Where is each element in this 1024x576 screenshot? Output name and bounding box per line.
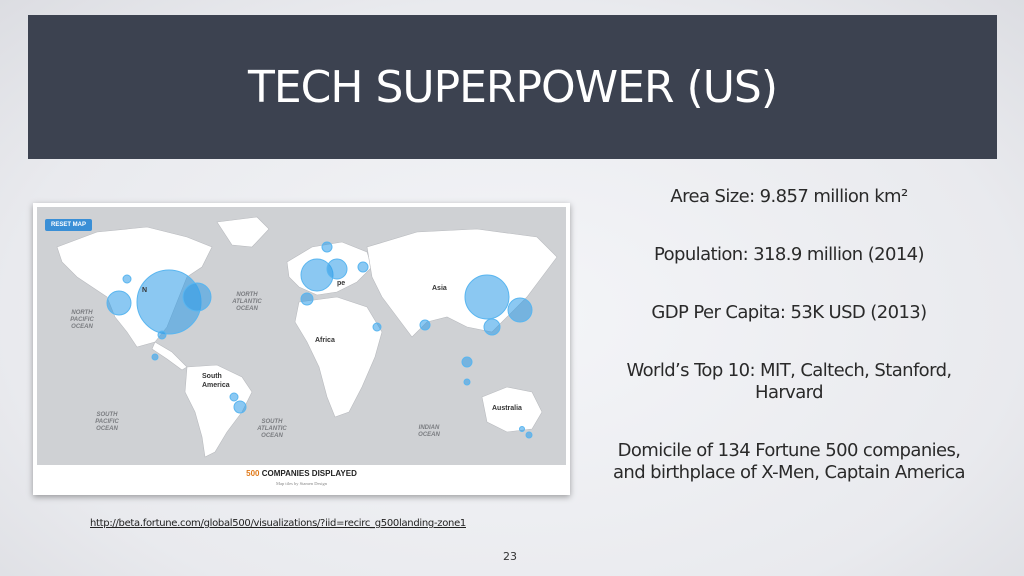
marker-middle-east (372, 322, 382, 332)
marker-china-south (483, 318, 501, 336)
fact-gdp: GDP Per Capita: 53K USD (2013) (651, 302, 927, 323)
continent-label-asia: Asia (432, 285, 447, 292)
companies-count: 500 (246, 469, 260, 478)
marker-indonesia (463, 378, 471, 386)
africa-land (294, 296, 383, 418)
fact-population: Population: 318.9 million (2014) (654, 244, 925, 265)
companies-label: COMPANIES DISPLAYED (259, 469, 357, 478)
slide-title: TECH SUPERPOWER (US) (247, 61, 778, 113)
south-america-land (184, 364, 253, 458)
ocean-label-south-pacific: SOUTH PACIFIC OCEAN (95, 412, 119, 432)
fact-fortune-500: Domicile of 134 Fortune 500 companies, a… (613, 440, 966, 483)
marker-india (419, 319, 431, 331)
marker-japan (507, 297, 533, 323)
greenland-land (216, 216, 270, 248)
marker-us-tx (157, 330, 167, 340)
continent-label-africa: Africa (315, 337, 335, 344)
continent-label-south-america: South America (202, 373, 230, 389)
title-bar: TECH SUPERPOWER (US) (28, 15, 997, 159)
central-america-land (151, 341, 188, 371)
marker-brazil (233, 400, 247, 414)
reset-map-button[interactable]: RESET MAP (45, 219, 93, 231)
marker-mexico (151, 353, 159, 361)
marker-scandinavia (321, 241, 333, 253)
continent-label-europe: pe (337, 280, 346, 287)
map-canvas (56, 216, 558, 458)
companies-displayed: 500 COMPANIES DISPLAYED (33, 469, 570, 478)
australia-land (481, 386, 543, 433)
marker-brazil-2 (229, 392, 239, 402)
ocean-label-south-atlantic: SOUTH ATLANTIC OCEAN (257, 419, 287, 439)
ocean-label-indian: INDIAN OCEAN (418, 425, 440, 438)
marker-australia (525, 431, 533, 439)
marker-russia (357, 261, 369, 273)
world-map[interactable]: RESET MAP N pe Asia Africa South America… (37, 207, 566, 465)
fact-area: Area Size: 9.857 million km² (670, 186, 908, 207)
marker-us-east (182, 282, 212, 312)
source-link[interactable]: http://beta.fortune.com/global500/visual… (90, 518, 466, 529)
continent-label-australia: Australia (492, 405, 522, 412)
map-footer: 500 COMPANIES DISPLAYED Map tiles by Sta… (33, 465, 570, 495)
marker-europe-3 (300, 292, 314, 306)
marker-se-asia (461, 356, 473, 368)
ocean-label-north-atlantic: NORTH ATLANTIC OCEAN (232, 292, 262, 312)
marker-europe-2 (326, 258, 348, 280)
page-number: 23 (503, 550, 517, 563)
marker-us-west (106, 290, 132, 316)
marker-us-nw (122, 274, 132, 284)
map-screenshot: RESET MAP N pe Asia Africa South America… (33, 203, 570, 495)
marker-china (464, 274, 510, 320)
continent-label-n: N (142, 287, 148, 294)
marker-australia-2 (519, 426, 525, 432)
fact-top-universities: World’s Top 10: MIT, Caltech, Stanford, … (626, 360, 952, 403)
asia-land (366, 228, 558, 338)
map-tiles-credit: Map tiles by Stamen Design (276, 481, 327, 486)
facts-list: Area Size: 9.857 million km² Population:… (583, 186, 995, 520)
ocean-label-north-pacific: NORTH PACIFIC OCEAN (70, 310, 94, 330)
